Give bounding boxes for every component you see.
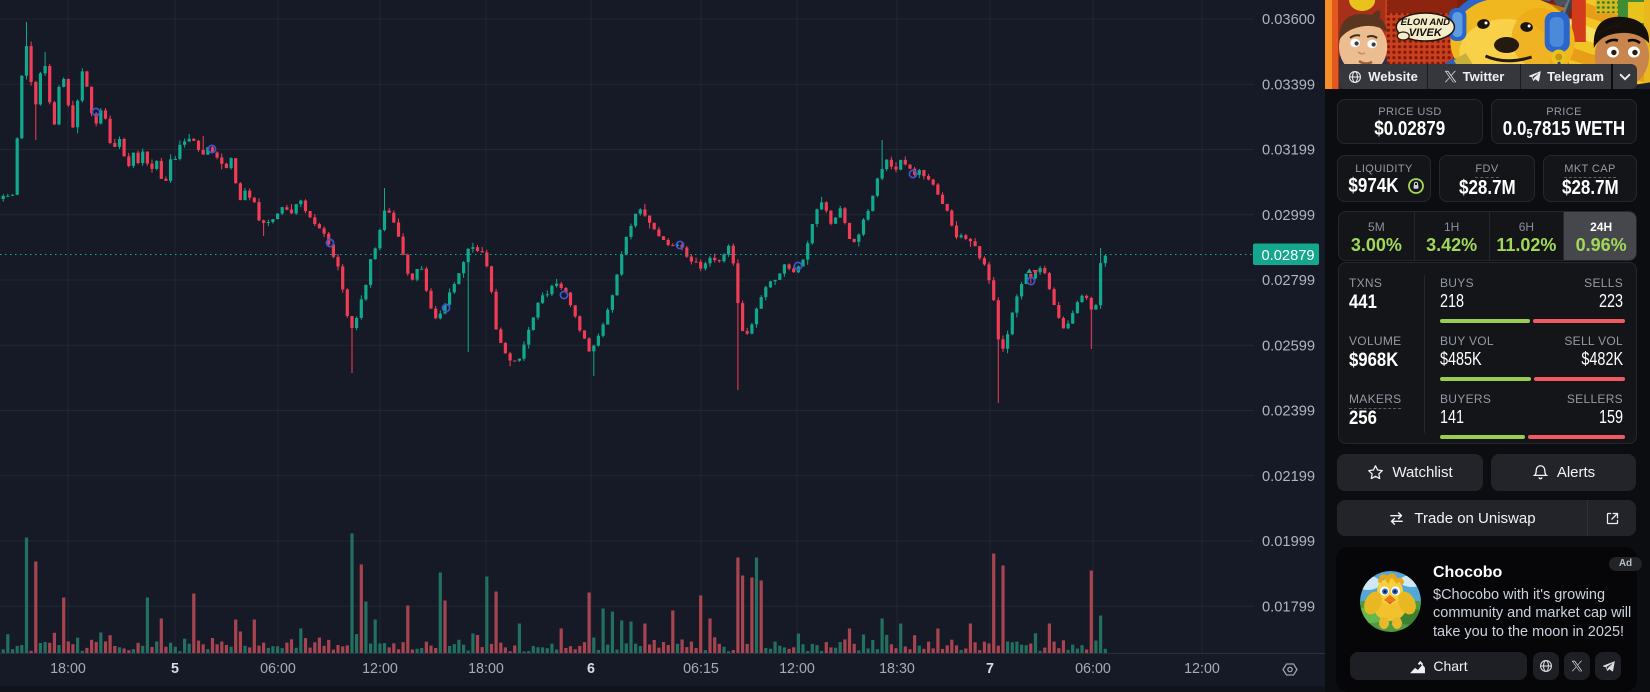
svg-text:0.01999: 0.01999: [1262, 534, 1315, 550]
svg-text:06:15: 06:15: [683, 661, 719, 677]
svg-text:06:00: 06:00: [260, 661, 296, 677]
svg-text:12:00: 12:00: [779, 661, 815, 677]
svg-text:0.03399: 0.03399: [1262, 77, 1315, 93]
svg-text:0.03199: 0.03199: [1262, 143, 1315, 159]
svg-text:18:00: 18:00: [468, 661, 504, 677]
svg-text:12:00: 12:00: [362, 661, 398, 677]
svg-text:12:00: 12:00: [1184, 661, 1220, 677]
svg-text:0.02879: 0.02879: [1262, 248, 1315, 264]
svg-text:0.02999: 0.02999: [1262, 208, 1315, 224]
svg-text:ELON AND: ELON AND: [1401, 17, 1450, 28]
svg-text:6: 6: [587, 661, 595, 677]
svg-text:0.01799: 0.01799: [1262, 599, 1315, 615]
svg-text:06:00: 06:00: [1075, 661, 1111, 677]
svg-text:5: 5: [171, 661, 179, 677]
svg-text:0.03600: 0.03600: [1262, 12, 1315, 28]
svg-text:18:30: 18:30: [879, 661, 915, 677]
svg-text:7: 7: [986, 661, 994, 677]
svg-text:0.02799: 0.02799: [1262, 273, 1315, 289]
svg-text:0.02399: 0.02399: [1262, 404, 1315, 420]
svg-text:VIVEK: VIVEK: [1409, 27, 1443, 39]
svg-text:0.02199: 0.02199: [1262, 469, 1315, 485]
svg-text:18:00: 18:00: [50, 661, 86, 677]
svg-text:0.02599: 0.02599: [1262, 338, 1315, 354]
